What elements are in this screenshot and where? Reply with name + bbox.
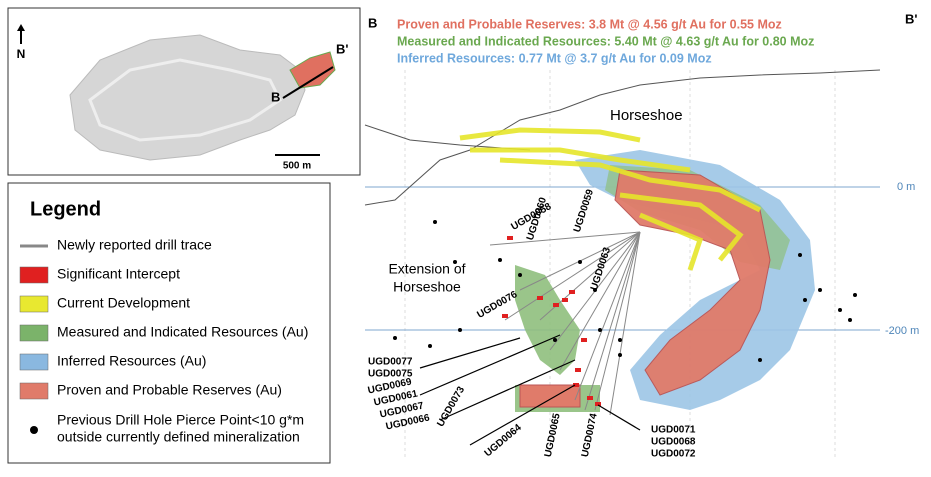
- intercept: [573, 383, 579, 387]
- legend-swatch: [19, 353, 49, 371]
- pierce-point: [598, 328, 602, 332]
- development: [470, 147, 691, 173]
- intercept: [553, 303, 559, 307]
- intercept: [575, 368, 581, 372]
- measured-resource: [515, 265, 600, 412]
- elevation-label: -200 m: [885, 325, 919, 337]
- legend-label: outside currently defined mineralization: [57, 429, 300, 445]
- drill-hole-label: UGD0075: [368, 369, 413, 380]
- pierce-point: [498, 258, 502, 262]
- summary-line: Proven and Probable Reserves: 3.8 Mt @ 4…: [397, 17, 782, 31]
- drill-hole-label: UGD0059: [572, 188, 596, 234]
- pierce-point: [803, 298, 807, 302]
- summary-line: Inferred Resources: 0.77 Mt @ 3.7 g/t Au…: [397, 51, 712, 65]
- legend-swatch: [19, 382, 49, 400]
- intercept: [537, 296, 543, 300]
- pierce-point: [578, 260, 582, 264]
- section-end: B': [905, 11, 917, 26]
- pierce-point: [593, 288, 597, 292]
- intercept: [507, 236, 513, 240]
- pierce-point: [818, 288, 822, 292]
- pit-bench: [88, 58, 282, 142]
- legend-label: Measured and Indicated Resources (Au): [57, 324, 308, 340]
- inset-b-end: B': [336, 41, 348, 56]
- topography: [364, 69, 881, 206]
- extension-label: Horseshoe: [393, 279, 461, 295]
- scale-label: 500 m: [283, 161, 311, 172]
- legend-label: Inferred Resources (Au): [57, 353, 206, 369]
- drill-hole-label: UGD0071: [651, 425, 696, 436]
- pierce-point: [798, 253, 802, 257]
- pierce-point: [428, 344, 432, 348]
- summary-line: Measured and Indicated Resources: 5.40 M…: [397, 34, 814, 48]
- legend-label: Significant Intercept: [57, 266, 180, 282]
- pierce-point: [853, 293, 857, 297]
- drill-trace: [559, 231, 641, 371]
- legend-label: Previous Drill Hole Pierce Point<10 g*m: [57, 412, 304, 428]
- drill-trace: [489, 231, 641, 246]
- legend-dot: [30, 426, 38, 434]
- callout-arrow: [469, 384, 576, 446]
- drill-trace: [584, 231, 641, 411]
- legend-frame: [7, 182, 331, 464]
- callout-arrow: [439, 359, 576, 421]
- drill-hole-label: UGD0072: [651, 449, 696, 460]
- drill-trace: [504, 231, 641, 321]
- drill-trace: [594, 231, 641, 411]
- intercept: [569, 290, 575, 294]
- drill-trace: [574, 231, 641, 401]
- drill-hole-label: UGD0068: [651, 437, 696, 448]
- section: B B' Proven and Probable Reserves: 3.8 Mt …: [364, 11, 919, 460]
- intercept: [502, 314, 508, 318]
- horseshoe-label: Horseshoe: [610, 107, 683, 124]
- pierce-point: [758, 358, 762, 362]
- extension-label: Extension of: [388, 261, 465, 277]
- callout-arrow: [419, 337, 521, 369]
- pierce-point: [618, 353, 622, 357]
- callout-arrow: [597, 404, 641, 431]
- development: [639, 212, 704, 271]
- pit-outline: [69, 34, 306, 161]
- drill-hole-label: UGD0065: [543, 412, 563, 458]
- pierce-point: [393, 336, 397, 340]
- pierce-point: [848, 318, 852, 322]
- pierce-point: [518, 273, 522, 277]
- north-label: N: [17, 47, 26, 61]
- development: [619, 192, 744, 262]
- development: [459, 127, 641, 143]
- drill-hole-label: UGD0076: [475, 289, 519, 321]
- drill-hole-label: UGD0073: [435, 384, 467, 428]
- legend-swatch: [19, 266, 49, 284]
- elevation-label: 0 m: [897, 181, 915, 193]
- intercept: [595, 402, 601, 406]
- development: [499, 157, 762, 213]
- legend-swatch: [19, 295, 49, 313]
- drill-hole-label: UGD0064: [483, 422, 524, 459]
- drill-hole-label: UGD0077: [368, 357, 413, 368]
- reserve: [519, 384, 581, 408]
- drill-hole-label: UGD0074: [580, 412, 600, 458]
- pierce-point: [458, 328, 462, 332]
- section-line: [282, 66, 334, 99]
- section-start: B: [368, 15, 377, 30]
- legend-swatch: [19, 324, 49, 342]
- pierce-point: [618, 338, 622, 342]
- pierce-point: [553, 338, 557, 342]
- intercept: [562, 298, 568, 302]
- inset-b-start: B: [271, 89, 280, 104]
- legend-label: Newly reported drill trace: [57, 237, 212, 253]
- legend-label: Current Development: [57, 295, 190, 311]
- intercept: [581, 338, 587, 342]
- intercept: [587, 396, 593, 400]
- pierce-point: [838, 308, 842, 312]
- pierce-point: [453, 260, 457, 264]
- legend-label: Proven and Probable Reserves (Au): [57, 382, 282, 398]
- drill-trace: [609, 231, 641, 416]
- legend-title: Legend: [30, 198, 101, 220]
- callout-arrow: [419, 334, 561, 396]
- north-arrowhead: [17, 24, 25, 31]
- pierce-point: [433, 220, 437, 224]
